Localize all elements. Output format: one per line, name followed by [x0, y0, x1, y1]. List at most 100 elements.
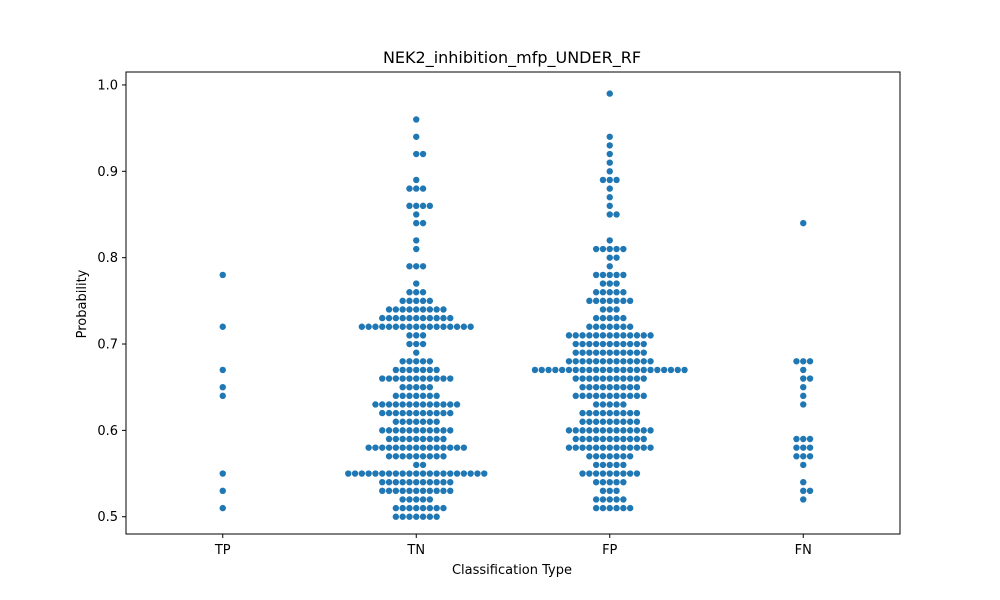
data-point-fp	[586, 470, 593, 477]
data-point-tn	[413, 496, 420, 503]
data-point-fp	[613, 366, 620, 374]
data-point-fp	[626, 358, 634, 365]
data-point-fp	[640, 340, 647, 348]
data-point-fp	[620, 478, 627, 486]
data-point-tn	[419, 323, 427, 330]
data-point-fp	[606, 332, 613, 339]
data-point-tn	[379, 375, 386, 382]
data-point-tn	[426, 375, 434, 382]
data-point-tn	[413, 306, 420, 313]
data-point-tn	[460, 323, 468, 330]
data-point-tn	[392, 366, 400, 374]
data-point-fp	[599, 461, 607, 469]
data-point-fp	[579, 392, 586, 400]
data-point-fp	[633, 427, 641, 434]
data-point-fp	[565, 427, 573, 434]
data-point-tn	[426, 453, 434, 460]
data-point-tn	[399, 487, 406, 495]
data-point-fp	[647, 366, 654, 374]
data-point-tn	[406, 366, 413, 374]
data-point-tn	[385, 401, 393, 408]
data-point-tn	[385, 444, 393, 451]
data-point-fn	[800, 453, 807, 460]
data-point-tn	[385, 306, 393, 313]
data-point-fp	[592, 383, 600, 391]
data-point-tn	[426, 504, 434, 512]
data-point-fp	[606, 349, 613, 356]
data-point-tn	[413, 314, 420, 322]
data-point-fp	[592, 340, 600, 348]
data-point-tn	[419, 487, 427, 495]
data-point-tn	[385, 323, 393, 330]
data-point-fp	[640, 444, 647, 451]
data-point-fp	[599, 478, 607, 486]
data-point-tn	[433, 513, 440, 520]
data-point-tn	[440, 435, 447, 443]
data-point-fp	[620, 271, 627, 279]
data-point-tn	[419, 478, 427, 486]
data-point-fp	[606, 142, 613, 149]
data-point-fp	[613, 383, 620, 391]
data-point-fp	[606, 401, 613, 408]
data-point-tn	[392, 323, 400, 330]
data-point-tn	[406, 513, 413, 520]
data-point-fp	[606, 245, 613, 253]
data-point-tn	[413, 297, 420, 305]
data-point-tn	[413, 340, 420, 348]
data-point-tn	[392, 314, 400, 322]
data-point-fp	[613, 323, 620, 330]
data-point-tn	[413, 176, 420, 184]
data-point-fp	[572, 444, 579, 451]
data-point-fn	[800, 478, 807, 486]
data-point-fp	[626, 504, 634, 512]
data-point-fp	[613, 245, 620, 253]
data-point-fp	[633, 409, 641, 417]
data-point-fn	[793, 453, 800, 460]
data-point-tn	[426, 366, 434, 374]
data-point-tp	[219, 271, 226, 279]
data-point-tn	[460, 470, 468, 477]
data-point-fp	[599, 418, 607, 425]
data-point-tn	[426, 306, 434, 313]
data-point-fp	[606, 375, 613, 382]
data-point-fp	[599, 340, 607, 348]
data-point-fp	[620, 409, 627, 417]
data-point-fp	[592, 496, 600, 503]
data-point-fp	[633, 366, 641, 374]
data-point-tn	[392, 392, 400, 400]
data-point-fp	[592, 323, 600, 330]
data-point-fp	[599, 366, 607, 374]
data-point-fp	[620, 349, 627, 356]
data-point-fp	[606, 237, 613, 244]
data-point-tn	[413, 219, 420, 227]
data-point-tn	[440, 314, 447, 322]
data-point-tn	[419, 340, 427, 348]
data-point-fp	[613, 314, 620, 322]
data-point-fp	[613, 496, 620, 503]
data-point-fp	[606, 470, 613, 477]
data-point-fp	[620, 401, 627, 408]
data-point-fp	[565, 444, 573, 451]
data-point-tn	[385, 478, 393, 486]
data-point-tn	[433, 435, 440, 443]
data-point-tn	[447, 401, 454, 408]
data-point-fp	[592, 418, 600, 425]
data-point-fp	[613, 401, 620, 408]
data-point-tn	[406, 358, 413, 365]
y-tick-label: 0.7	[97, 338, 118, 353]
data-point-fp	[592, 297, 600, 305]
data-point-tn	[392, 435, 400, 443]
data-point-fp	[606, 263, 613, 270]
data-point-tn	[426, 358, 434, 365]
data-point-tn	[440, 401, 447, 408]
data-point-fp	[647, 332, 654, 339]
data-point-fp	[579, 375, 586, 382]
data-point-tn	[433, 409, 440, 417]
data-point-fp	[606, 358, 613, 365]
data-point-tn	[399, 375, 406, 382]
data-point-fp	[620, 461, 627, 469]
data-point-tn	[413, 427, 420, 434]
data-point-tn	[413, 263, 420, 270]
data-point-tn	[365, 444, 372, 451]
